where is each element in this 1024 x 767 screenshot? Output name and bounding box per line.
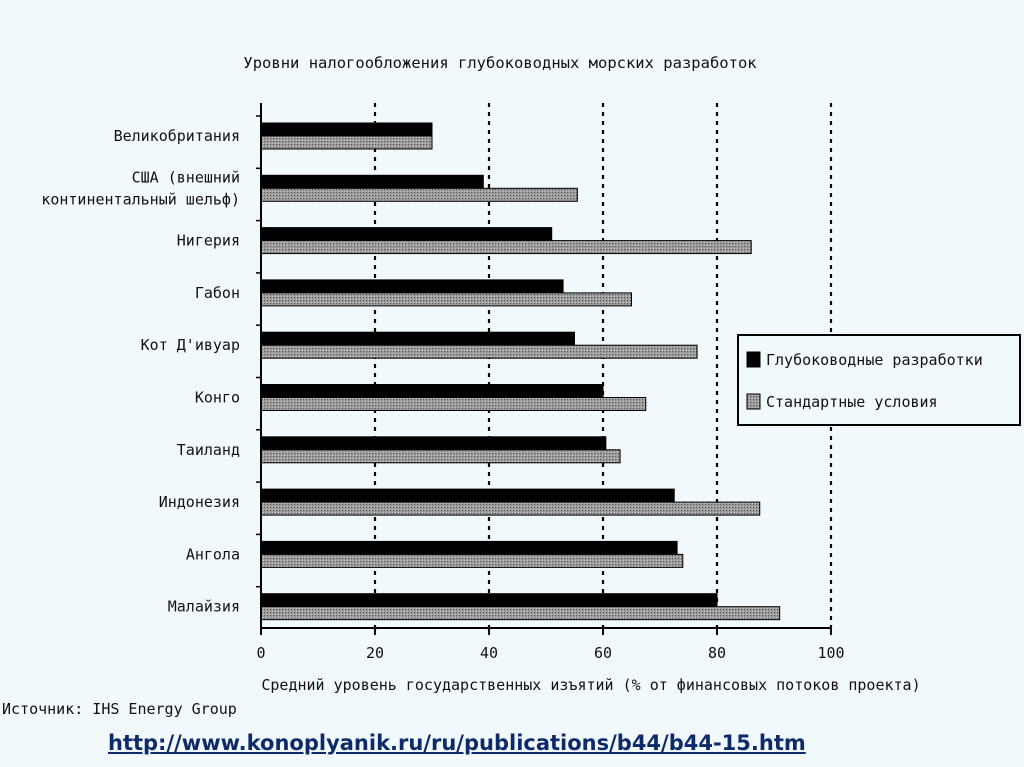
axes (256, 103, 832, 635)
category-label-7: Индонезия (159, 493, 240, 511)
legend-label-0: Глубоководные разработки (766, 351, 983, 369)
x-tick-label-100: 100 (817, 644, 844, 662)
x-tick-label-80: 80 (708, 644, 726, 662)
bar-deepwater-6 (260, 436, 607, 451)
bar-deepwater-3 (260, 279, 564, 294)
x-axis-label: Средний уровень государственных изъятий … (261, 676, 920, 694)
bar-standard-8 (260, 553, 684, 568)
x-tick-label-60: 60 (594, 644, 612, 662)
legend: Глубоководные разработки Стандартные усло… (737, 334, 1021, 426)
source-url-link[interactable]: http://www.konoplyanik.ru/ru/publication… (108, 731, 806, 755)
legend-swatch-1 (746, 393, 761, 410)
source-note: Источник: IHS Energy Group (2, 700, 237, 718)
category-label-8: Ангола (186, 545, 240, 563)
category-label-9: Малайзия (168, 598, 240, 616)
legend-box (737, 334, 1021, 426)
x-tick-label-40: 40 (480, 644, 498, 662)
bar-standard-5 (260, 397, 647, 411)
legend-label-1: Стандартные условия (766, 393, 938, 411)
bar-deepwater-4 (260, 331, 575, 346)
x-tick-labels: 0 20 40 60 80 100 (256, 644, 844, 662)
bar-deepwater-2 (260, 227, 553, 242)
bars (260, 122, 781, 621)
category-labels: Великобритания США (внешний континентальны… (41, 127, 240, 616)
bar-standard-1 (260, 187, 578, 202)
bar-standard-4 (260, 344, 698, 359)
category-label-6: Таиланд (177, 441, 240, 459)
x-tick-label-20: 20 (366, 644, 384, 662)
category-label-2: Нигерия (177, 232, 240, 250)
bar-deepwater-0 (260, 122, 433, 137)
chart: Уровни налогообложения глубоководных мор… (41, 54, 1021, 694)
category-label-5: Конго (195, 389, 240, 407)
bar-deepwater-1 (260, 174, 484, 189)
chart-title: Уровни налогообложения глубоководных мор… (243, 54, 757, 72)
legend-swatch-0 (746, 351, 761, 368)
category-label-1: США (внешний континентальный шельф) (41, 168, 240, 208)
bar-standard-0 (260, 135, 433, 150)
bar-deepwater-5 (260, 384, 604, 398)
bar-deepwater-9 (260, 593, 718, 608)
category-label-0: Великобритания (114, 127, 240, 145)
x-tick-label-0: 0 (256, 644, 265, 662)
bar-standard-6 (260, 449, 621, 464)
category-label-3: Габон (195, 284, 240, 302)
bar-standard-7 (260, 501, 761, 516)
bar-deepwater-7 (260, 488, 675, 503)
bar-standard-3 (260, 292, 632, 307)
category-label-4: Кот Д'ивуар (141, 336, 240, 354)
bar-deepwater-8 (260, 540, 678, 555)
bar-standard-2 (260, 240, 752, 255)
bar-standard-9 (260, 606, 781, 621)
